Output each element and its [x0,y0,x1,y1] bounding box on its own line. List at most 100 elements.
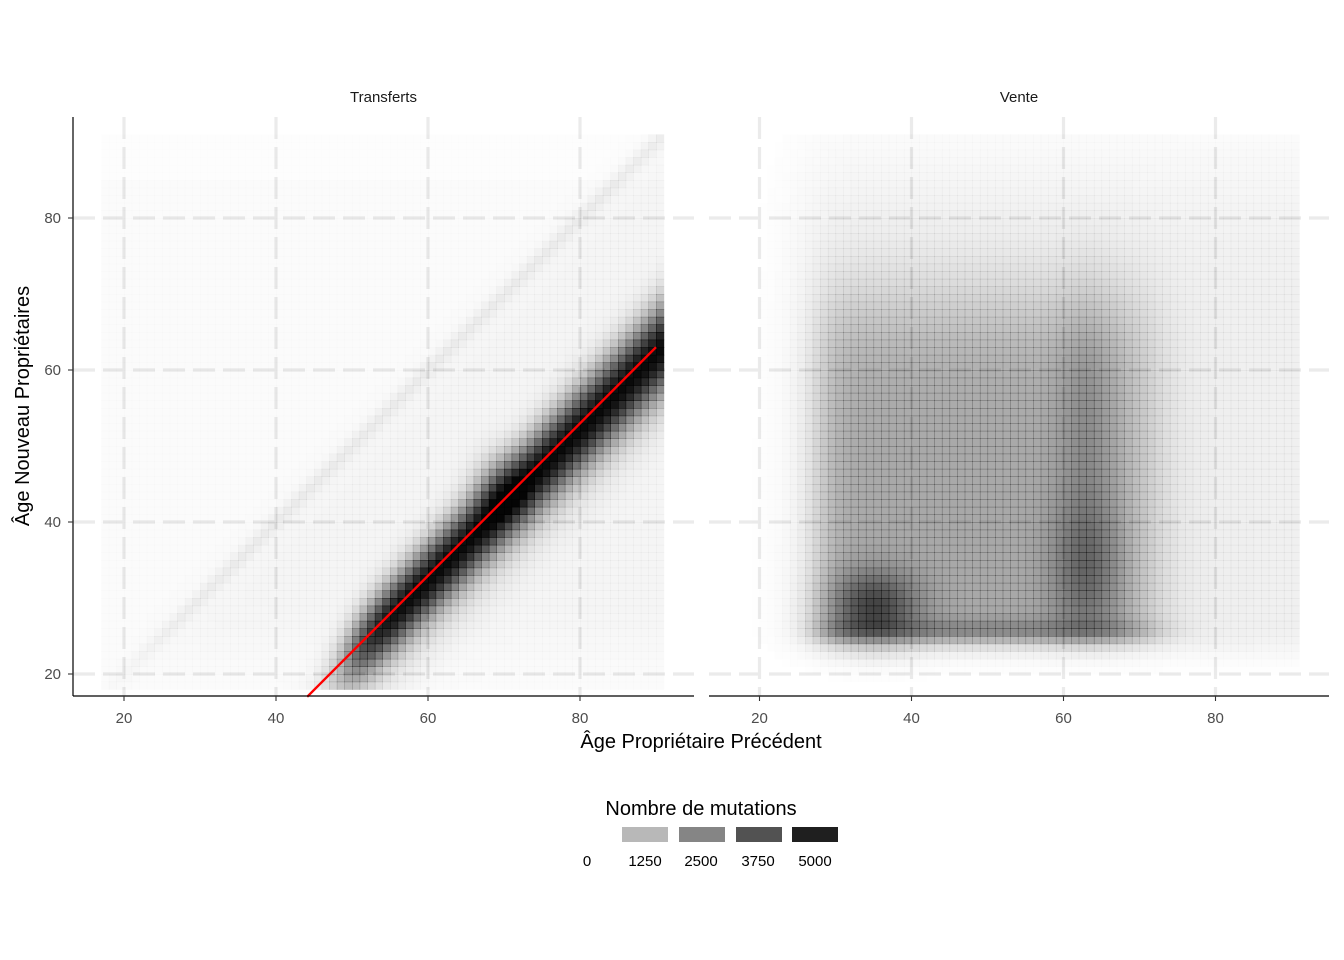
heat-cell [261,568,269,576]
heat-cell [284,469,292,477]
heat-cell [436,210,444,218]
heat-cell [299,286,307,294]
heat-cell [132,431,140,439]
heat-cell [481,461,490,470]
heat-cell [564,544,573,553]
heat-cell [413,393,421,401]
heat-cell [572,385,581,394]
heat-cell [147,271,155,279]
heat-cell [154,636,163,645]
heat-cell [435,590,444,599]
heat-cell [223,279,231,287]
heat-cell [511,567,520,576]
heat-cell [572,682,580,690]
heat-cell [314,583,322,591]
heat-cell [192,188,200,196]
heat-cell [192,628,200,636]
heat-cell [428,286,436,294]
heat-cell [291,150,299,158]
heat-cell [458,286,466,294]
heat-cell [185,286,193,294]
heat-cell [466,674,474,682]
heat-cell [527,203,535,211]
heat-cell [534,613,542,621]
heat-cell [504,438,513,447]
heat-cell [512,324,520,332]
heat-cell [154,218,162,226]
heat-cell [306,210,314,218]
heat-cell [223,644,231,652]
heat-cell [291,309,299,317]
heat-cell [337,400,345,408]
heat-cell [177,317,185,325]
heat-cell [147,317,155,325]
heat-cell [542,644,550,652]
heat-cell [458,476,467,485]
heat-cell [550,659,558,667]
heat-cell [413,416,421,424]
heat-cell [154,682,162,690]
heat-cell [466,233,474,241]
heat-cell [412,666,421,675]
heat-cell [329,248,337,256]
heat-cell [436,172,444,180]
heat-cell [223,180,231,188]
heat-cell [436,188,444,196]
heat-cell [147,659,155,667]
heat-cell [268,575,276,583]
heat-cell [458,644,466,652]
heat-cell [177,302,185,310]
heat-cell [496,165,504,173]
heat-cell [268,651,276,659]
heat-cell [261,423,269,431]
heat-cell [526,408,535,417]
heat-cell [192,575,200,583]
heat-cell [481,636,489,644]
heat-cell [481,484,490,493]
heat-cell [352,582,361,591]
heat-cell [382,590,391,599]
heat-cell [124,682,132,690]
heat-cell [246,514,254,522]
heat-cell [208,150,216,158]
heat-cell [200,256,208,264]
heat-cell [116,195,124,203]
heat-cell [565,628,573,636]
heat-cell [192,530,200,538]
heat-cell [367,150,375,158]
heat-cell [542,233,550,241]
heat-cell [314,195,322,203]
heat-cell [428,484,437,493]
heat-cell [496,682,504,690]
heat-cell [412,658,421,667]
heat-cell [306,590,314,598]
heat-cell [162,537,170,545]
heat-cell [428,514,437,523]
heat-cell [253,621,261,629]
heat-cell [185,226,193,234]
heat-cell [223,188,231,196]
heat-cell [314,628,322,636]
heat-cell [124,606,132,614]
heat-cell [185,492,193,500]
heat-cell [322,370,330,378]
heat-cell [488,544,497,553]
heat-cell [572,644,580,652]
heat-cell [458,590,467,599]
heat-cell [443,248,451,256]
heat-cell [398,302,406,310]
heat-cell [246,370,254,378]
heat-cell [504,666,512,674]
heat-cell [306,484,315,493]
heat-cell [101,385,109,393]
heat-cell [557,674,565,682]
heat-cell [474,218,482,226]
heat-cell [299,233,307,241]
heat-cell [398,165,406,173]
heat-cell [405,484,414,493]
heat-cell [587,476,596,485]
heat-cell [458,157,466,165]
heat-cell [519,150,527,158]
heat-cell [109,294,117,302]
heat-cell [109,340,117,348]
